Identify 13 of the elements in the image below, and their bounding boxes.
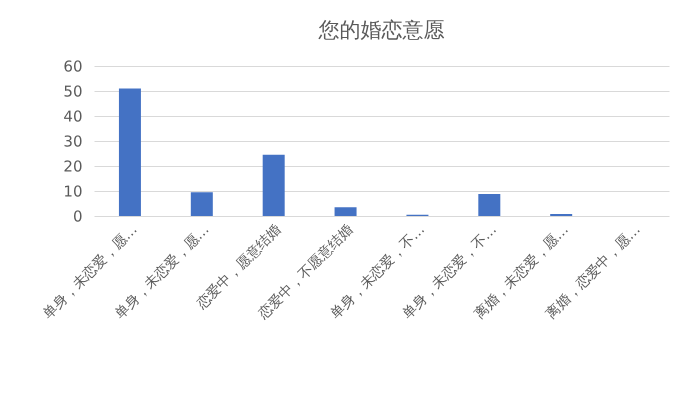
- bar: [118, 88, 141, 216]
- y-tick-label: 10: [63, 182, 82, 200]
- chart-title: 您的婚恋意愿: [318, 18, 444, 42]
- y-tick-label: 50: [63, 82, 82, 100]
- bar: [190, 192, 213, 216]
- y-tick-label: 60: [63, 58, 82, 76]
- y-tick-label: 20: [63, 158, 82, 176]
- bar: [478, 194, 500, 216]
- y-tick-label: 40: [63, 108, 82, 126]
- bar: [334, 207, 357, 216]
- y-tick-label: 0: [72, 208, 82, 226]
- bar: [262, 154, 285, 216]
- y-tick-label: 30: [63, 132, 82, 150]
